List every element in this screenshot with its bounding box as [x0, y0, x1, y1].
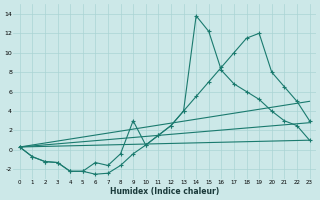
- X-axis label: Humidex (Indice chaleur): Humidex (Indice chaleur): [110, 187, 219, 196]
